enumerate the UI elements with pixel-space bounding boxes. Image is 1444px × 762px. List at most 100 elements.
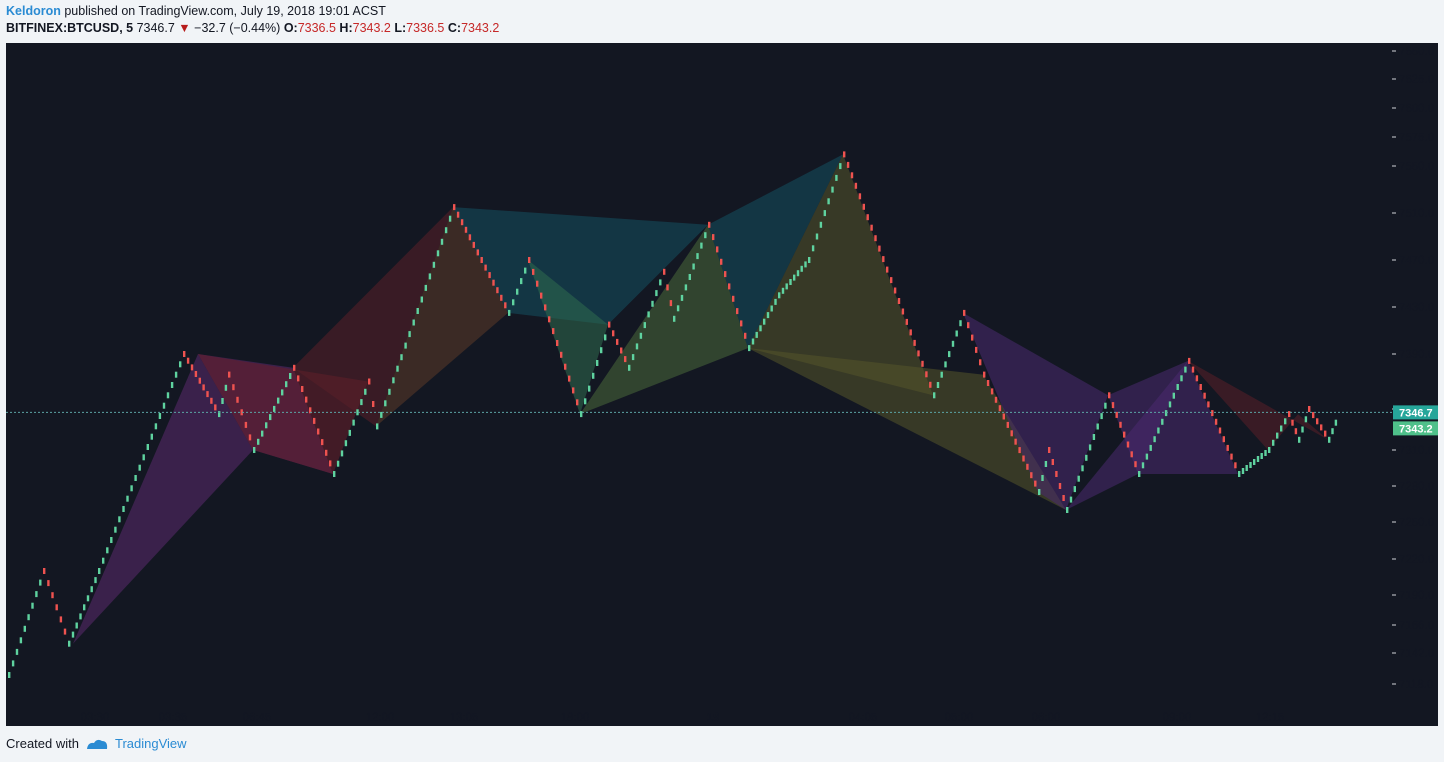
last-price-tag [1393,405,1438,420]
renko-brick-up [819,221,823,228]
tradingview-link[interactable]: TradingView [114,736,187,751]
renko-brick-down [843,151,846,158]
renko-brick-up [1066,507,1069,513]
renko-brick-up [512,299,515,306]
renko-brick-down [986,380,990,386]
renko-brick-up [285,381,288,388]
renko-brick-down [572,387,575,394]
renko-brick-up [392,377,395,384]
renko-brick-down [858,193,862,200]
y-tick-label: 7625.0 [1399,74,1434,86]
renko-brick-up [356,409,359,416]
renko-brick-up [1092,434,1096,440]
renko-brick-up [1304,416,1308,423]
renko-brick-up [265,422,268,429]
renko-brick-up [808,257,811,263]
renko-brick-down [1048,447,1051,453]
renko-brick-up [162,402,166,409]
renko-brick-up [508,309,511,316]
renko-brick-down [480,257,483,263]
renko-brick-down [1291,419,1294,426]
renko-brick-down [51,592,54,599]
renko-brick-up [1328,436,1331,443]
renko-brick-down [368,378,371,385]
renko-brick-down [1058,483,1062,489]
renko-brick-up [785,283,788,290]
renko-brick-up [277,397,280,404]
renko-brick-up [831,186,834,193]
renko-brick-down [210,397,213,404]
pattern-4 [376,207,508,427]
y-tick-label: 7550.0 [1399,161,1434,173]
renko-brick-down [1288,411,1291,418]
renko-brick-down [893,287,897,294]
renko-brick-down [186,357,190,364]
renko-brick-up [823,210,826,217]
renko-brick-down [568,375,571,382]
renko-brick-up [1260,453,1263,459]
renko-brick-down [504,302,507,309]
renko-brick-down [890,277,893,284]
renko-brick-up [524,267,527,274]
renko-brick-up [955,330,958,337]
renko-brick-up [676,305,680,312]
renko-brick-up [696,253,699,260]
renko-brick-up [1141,462,1145,469]
renko-brick-up [79,613,82,620]
renko-brick-up [174,371,178,378]
renko-brick-up [770,305,773,312]
open-value: 7336.5 [297,21,336,35]
renko-brick-down [1230,453,1233,460]
y-tick-label: 7510.0 [1399,208,1434,220]
renko-brick-up [804,261,807,268]
chart-header: Keldoron published on TradingView.com, J… [6,3,499,37]
renko-brick-up [39,579,42,586]
renko-brick-down [528,257,531,263]
pattern-8 [708,154,843,349]
renko-brick-down [983,371,986,378]
renko-brick-down [1188,357,1191,364]
renko-brick-down [905,318,908,325]
renko-brick-down [536,280,539,287]
renko-brick-up [940,371,943,378]
price-axis[interactable] [1392,43,1438,706]
renko-brick-down [716,246,719,253]
renko-brick-down [1195,375,1199,382]
renko-brick-up [600,347,603,354]
renko-brick-up [1096,423,1099,430]
renko-brick-up [778,292,781,299]
x-tick-label: 03:30 [81,712,110,724]
renko-brick-down [979,359,982,366]
renko-brick-up [643,322,646,329]
renko-brick-up [27,614,30,621]
renko-brick-up [380,411,383,418]
renko-brick-down [564,363,567,370]
renko-brick-up [110,537,113,543]
renko-brick-up [221,398,224,404]
price-tags: 7346.7 7343.2 [1393,405,1438,436]
renko-brick-up [673,315,676,322]
renko-brick-up [1085,454,1088,461]
author-link[interactable]: Keldoron [6,4,61,18]
renko-brick-up [1331,428,1334,435]
renko-brick-up [71,631,75,638]
renko-brick-up [1184,366,1187,373]
renko-brick-up [1161,418,1164,425]
renko-brick-down [1234,462,1237,469]
renko-brick-up [348,429,351,436]
renko-brick-down [301,386,304,392]
renko-brick-down [921,360,924,367]
renko-brick-down [1218,427,1222,434]
renko-brick-up [811,245,815,252]
renko-brick-up [936,382,940,388]
renko-brick-down [236,396,239,403]
low-value: 7336.5 [406,21,445,35]
renko-brick-down [476,249,479,256]
time-axis[interactable] [6,706,1438,726]
renko-brick-up [651,300,654,307]
renko-brick-up [130,485,133,492]
renko-brick-up [158,413,162,419]
renko-brick-up [408,331,411,338]
renko-brick-down [870,224,873,231]
